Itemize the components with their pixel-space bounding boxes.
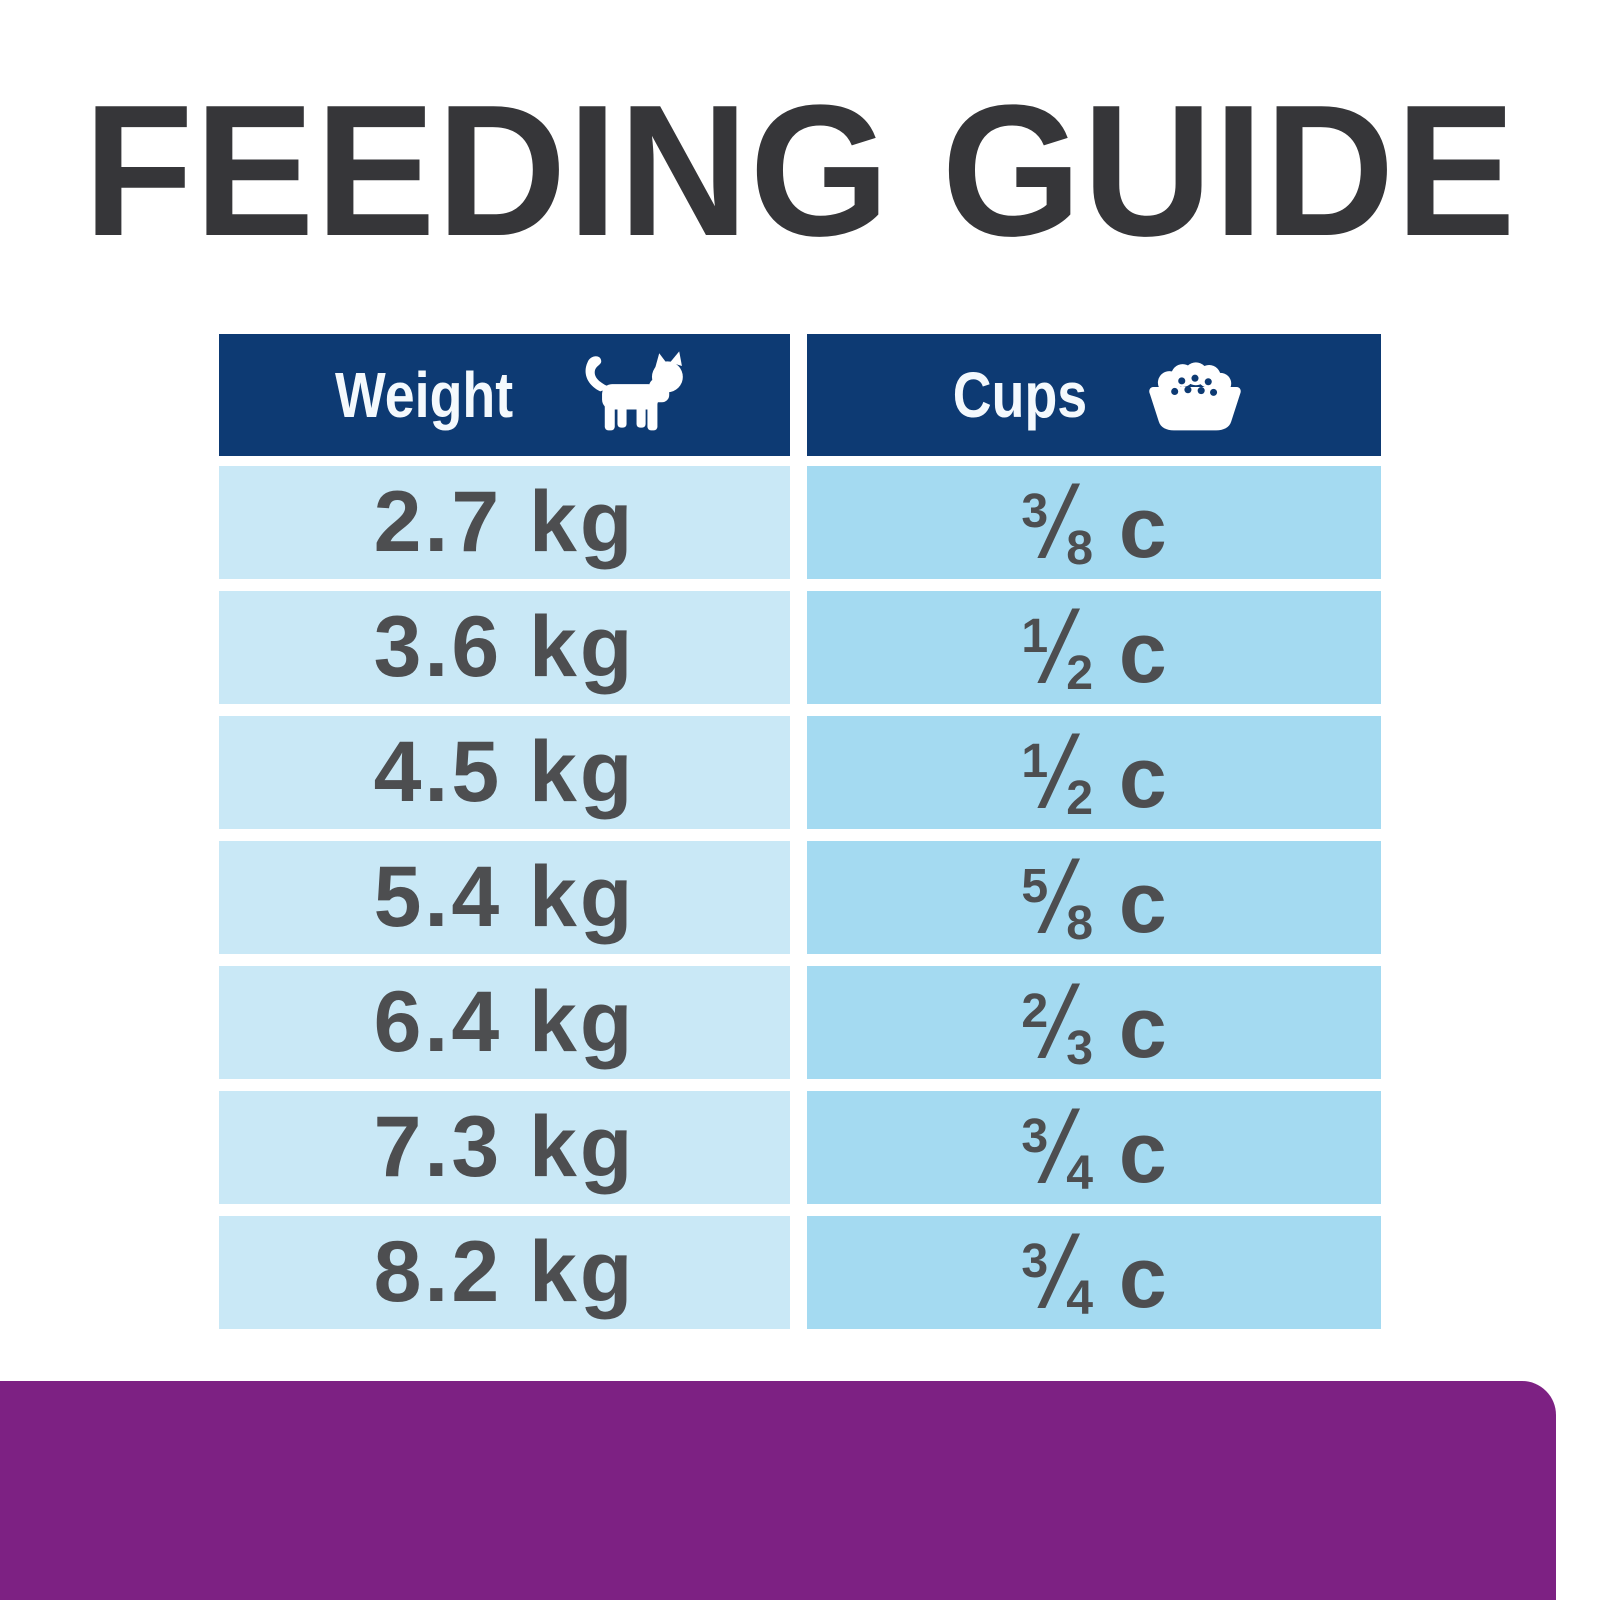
page-title: FEEDING GUIDE [83, 66, 1517, 276]
fraction-slash: / [1043, 1215, 1072, 1329]
weight-value: 6.4 kg [373, 974, 636, 1070]
cups-header-label: Cups [952, 359, 1088, 431]
food-bowl-icon [1142, 354, 1248, 436]
cups-cell: 3/4 c [807, 1215, 1381, 1329]
table-row: 4.5 kg 1/2 c [219, 715, 1381, 829]
fraction-slash: / [1043, 590, 1072, 704]
fraction-slash: / [1043, 840, 1072, 954]
weight-cell: 3.6 kg [219, 591, 790, 704]
fraction-slash: / [1043, 965, 1072, 1079]
table-row: 8.2 kg 3/4 c [219, 1215, 1381, 1329]
table-row: 2.7 kg 3/8 c [219, 465, 1381, 579]
fraction-slash: / [1043, 715, 1072, 829]
cups-header-cell: Cups [807, 334, 1381, 456]
weight-cell: 6.4 kg [219, 966, 790, 1079]
fraction-slash: / [1043, 465, 1072, 579]
cups-cell: 5/8 c [807, 840, 1381, 954]
weight-value: 3.6 kg [373, 599, 636, 695]
cups-value: 3/8 c [1021, 465, 1167, 579]
bottom-purple-banner [0, 1381, 1556, 1600]
table-row: 3.6 kg 1/2 c [219, 590, 1381, 704]
fraction-slash: / [1043, 1090, 1072, 1204]
weight-value: 2.7 kg [373, 474, 636, 570]
weight-value: 8.2 kg [373, 1224, 636, 1320]
weight-value: 5.4 kg [373, 849, 636, 945]
weight-cell: 2.7 kg [219, 466, 790, 579]
feeding-guide-table: Weight Cups [219, 334, 1381, 1341]
table-row: 5.4 kg 5/8 c [219, 840, 1381, 954]
table-header-row: Weight Cups [219, 334, 1381, 456]
weight-value: 7.3 kg [373, 1099, 636, 1195]
cups-value: 3/4 c [1021, 1215, 1167, 1329]
weight-cell: 5.4 kg [219, 841, 790, 954]
cups-cell: 1/2 c [807, 590, 1381, 704]
cups-cell: 1/2 c [807, 715, 1381, 829]
cups-value: 1/2 c [1021, 715, 1167, 829]
cat-icon [573, 349, 691, 441]
cups-cell: 2/3 c [807, 965, 1381, 1079]
weight-header-label: Weight [335, 359, 514, 431]
cups-value: 3/4 c [1021, 1090, 1167, 1204]
cups-value: 5/8 c [1021, 840, 1167, 954]
weight-cell: 4.5 kg [219, 716, 790, 829]
cups-cell: 3/8 c [807, 465, 1381, 579]
weight-cell: 7.3 kg [219, 1091, 790, 1204]
cups-value: 2/3 c [1021, 965, 1167, 1079]
weight-cell: 8.2 kg [219, 1216, 790, 1329]
weight-header-cell: Weight [219, 334, 790, 456]
table-row: 6.4 kg 2/3 c [219, 965, 1381, 1079]
cups-cell: 3/4 c [807, 1090, 1381, 1204]
cups-value: 1/2 c [1021, 590, 1167, 704]
weight-value: 4.5 kg [373, 724, 636, 820]
table-row: 7.3 kg 3/4 c [219, 1090, 1381, 1204]
